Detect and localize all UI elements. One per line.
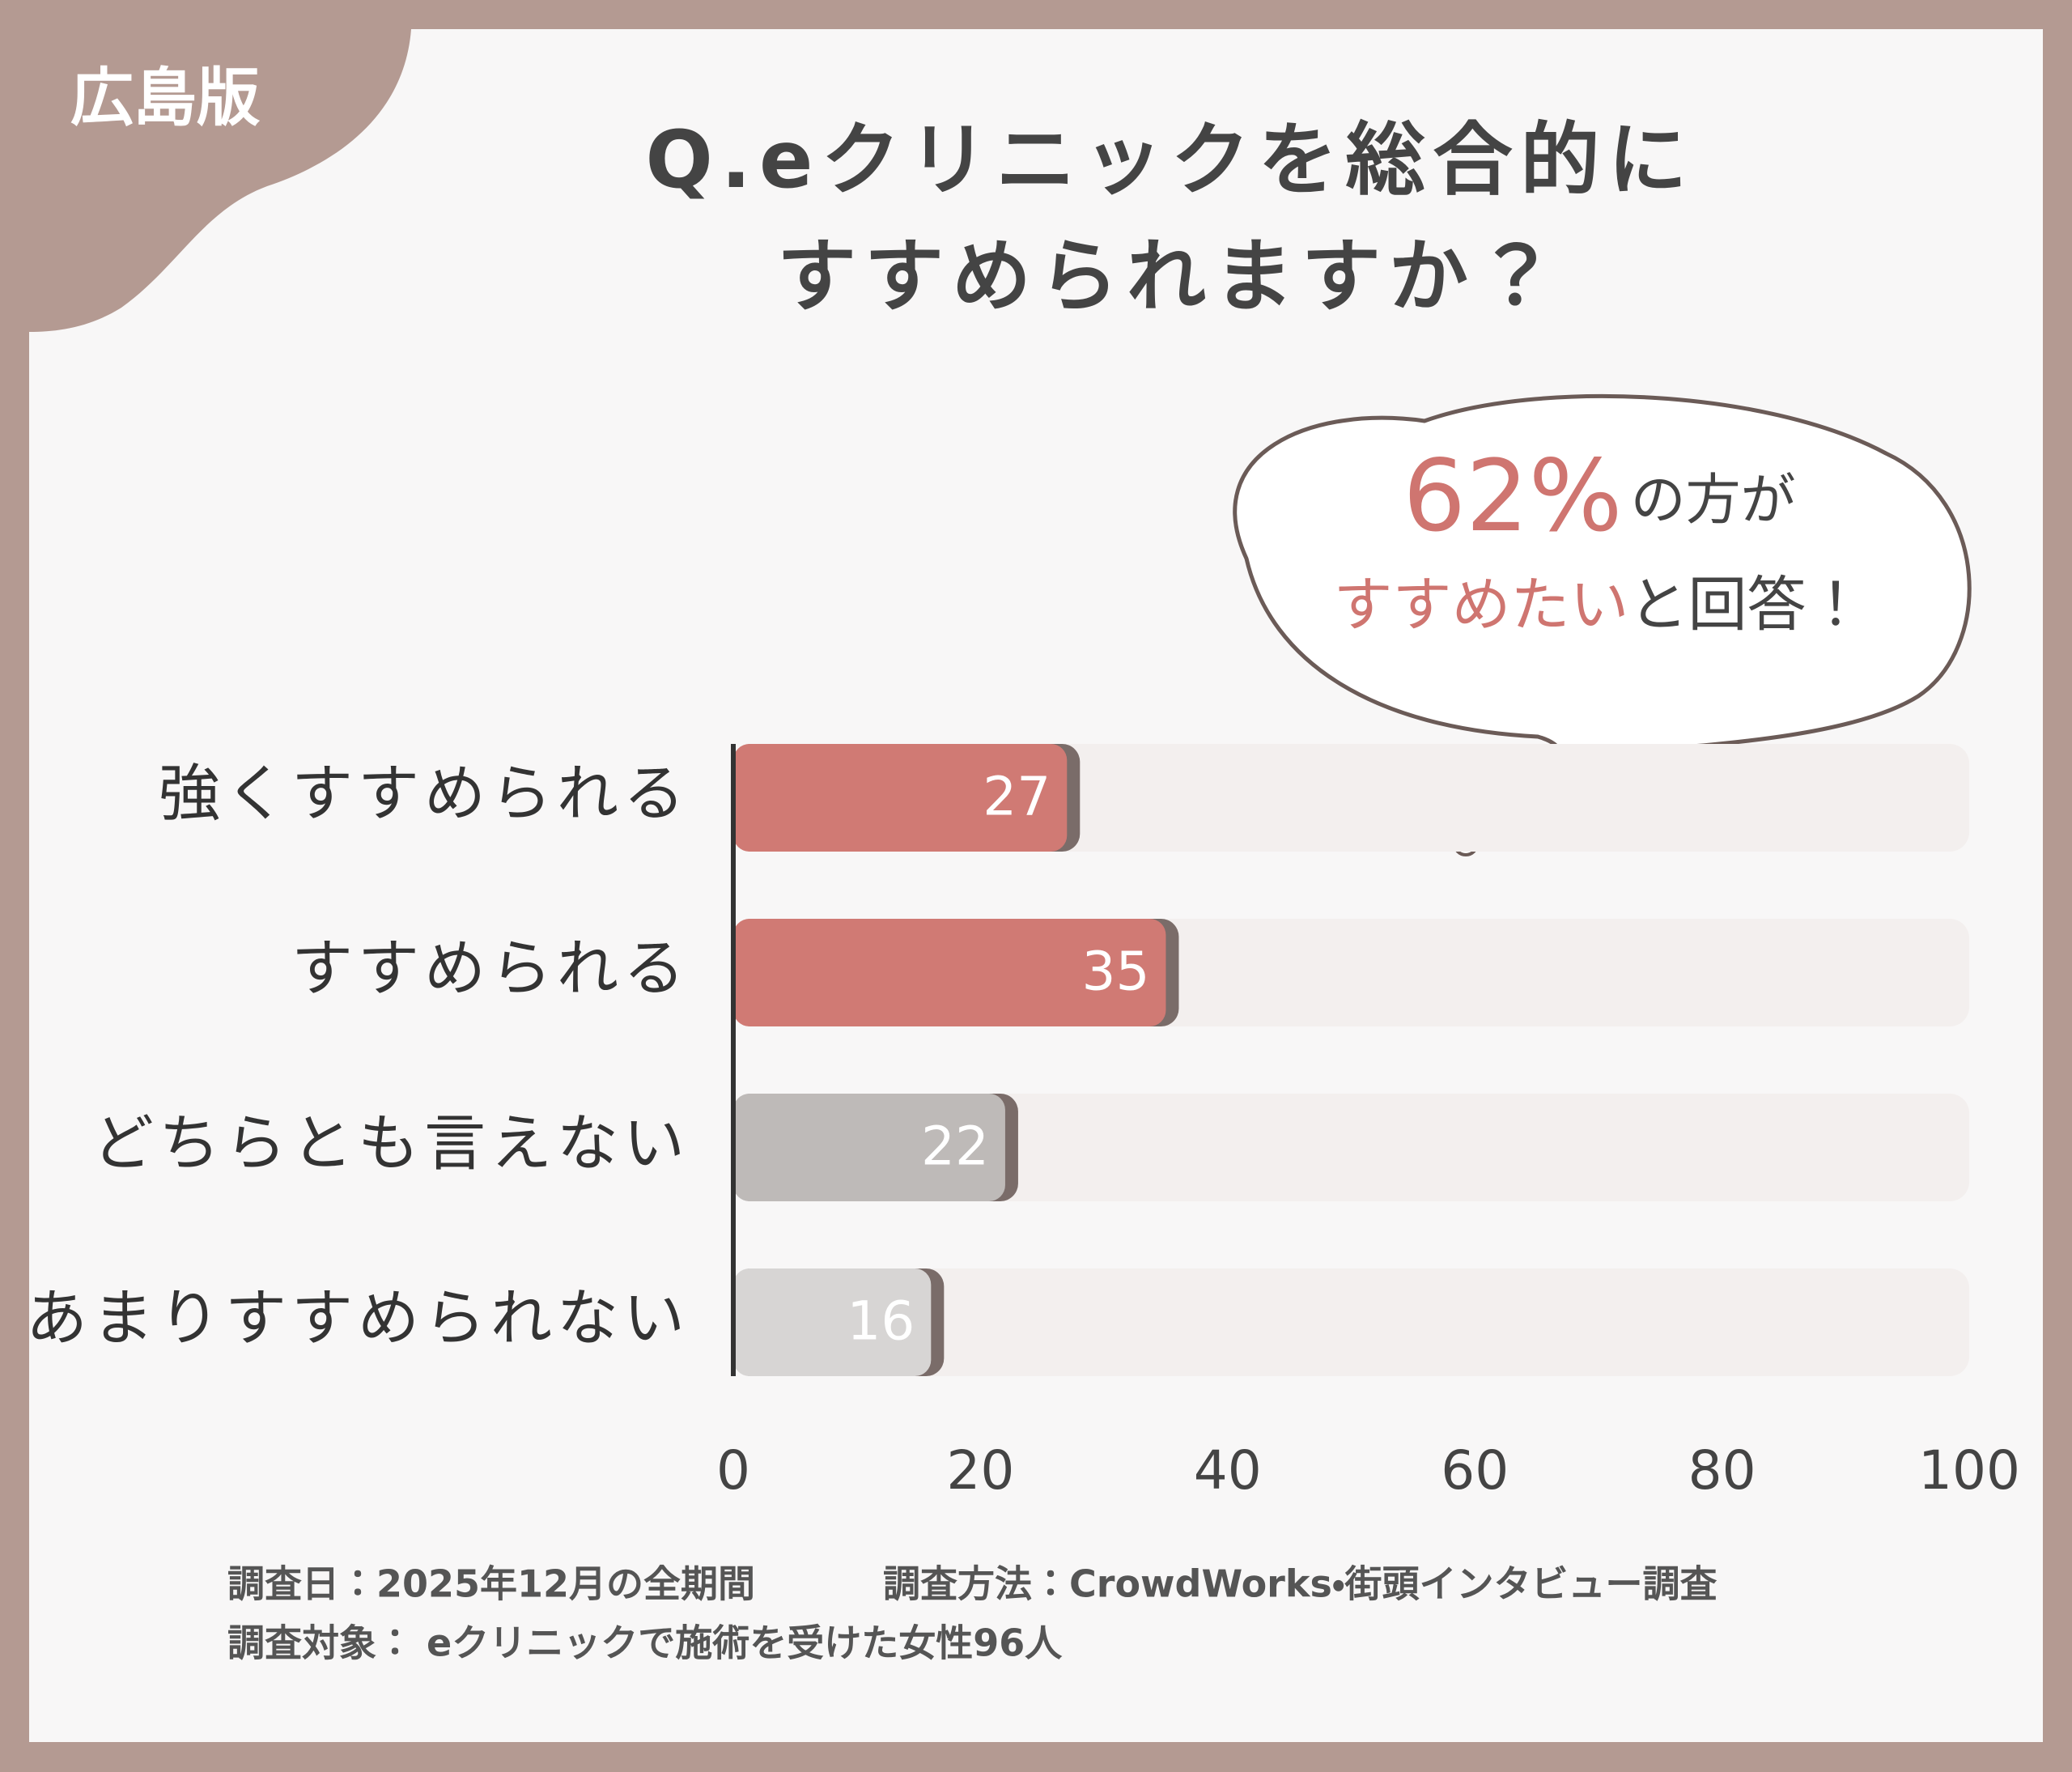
speech-bubble	[1233, 393, 1972, 776]
callout-line: すすめたいと回答！	[1334, 571, 1866, 640]
track	[733, 1268, 1969, 1376]
bar	[733, 744, 1068, 852]
note: 調査方法：CrowdWorks・街頭インタビュー調査	[883, 1562, 1717, 1606]
badge-shape	[29, 29, 411, 332]
callout-text: の方が	[1631, 469, 1796, 533]
x-tick-label: 0	[716, 1439, 750, 1502]
chart-title: Q.eクリニックを総合的に	[645, 114, 1695, 206]
bar	[733, 919, 1166, 1026]
panel	[29, 29, 2043, 1742]
bar	[733, 1268, 932, 1376]
note: 調査対象： eクリニックで施術を受けた女性96人	[227, 1621, 1063, 1665]
y-tick-label: どちらとも言えない	[92, 1107, 690, 1179]
y-tick-label: すすめられる	[291, 932, 690, 1004]
x-tick-label: 60	[1441, 1439, 1509, 1502]
callout-text: と回答！	[1629, 571, 1866, 640]
plot: 0 20 40 60 80 100 27 強くすすめられる 35 すすめられる 22 どちらとも言えな…	[26, 744, 2020, 1502]
value-label: 22	[921, 1115, 989, 1178]
badge: 広島版	[70, 62, 261, 134]
callout-highlight: すすめたい	[1334, 571, 1629, 640]
value-label: 35	[1081, 941, 1149, 1003]
x-tick-label: 20	[946, 1439, 1014, 1502]
callout-line: 62% の方が	[1403, 439, 1795, 554]
y-tick-label: あまりすすめられない	[26, 1281, 690, 1353]
x-tick-label: 80	[1688, 1439, 1756, 1502]
note: 調査日：2025年12月の全期間	[227, 1562, 755, 1606]
x-tick-label: 100	[1918, 1439, 2020, 1502]
y-tick-label: 強くすすめられる	[159, 757, 690, 829]
bar	[733, 1094, 1005, 1201]
x-tick-label: 40	[1194, 1439, 1262, 1502]
value-label: 27	[983, 766, 1051, 828]
track	[733, 1094, 1969, 1201]
value-label: 16	[847, 1290, 915, 1353]
callout-highlight: 62%	[1403, 439, 1622, 554]
chart-title: すすめられますか？	[777, 231, 1564, 323]
